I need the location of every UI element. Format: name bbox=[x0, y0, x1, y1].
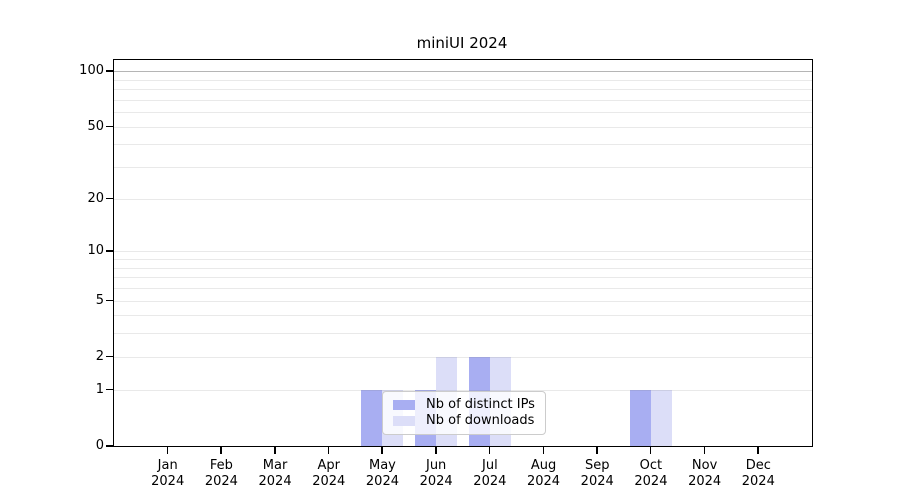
bar-distinct-ips bbox=[629, 389, 651, 446]
x-tick-year: 2024 bbox=[204, 474, 238, 489]
legend-label: Nb of downloads bbox=[426, 413, 535, 428]
y-tick-mark bbox=[106, 197, 113, 200]
x-tick-label: Mar 2024 bbox=[245, 458, 305, 490]
y-tick-mark bbox=[106, 250, 113, 252]
legend-item: Nb of distinct IPs bbox=[393, 397, 537, 413]
x-tick-year: 2024 bbox=[151, 474, 185, 489]
y-tick-label: 0 bbox=[95, 438, 104, 453]
y-tick-mark bbox=[106, 388, 113, 391]
x-tick-label: Jun 2024 bbox=[406, 458, 466, 490]
x-tick-month: Apr bbox=[317, 458, 341, 473]
x-tick-year: 2024 bbox=[473, 474, 507, 489]
x-tick-month: Sep bbox=[584, 458, 610, 473]
y-tick-mark bbox=[106, 445, 113, 447]
x-tick-year: 2024 bbox=[526, 474, 561, 489]
x-tick-label: Jul 2024 bbox=[460, 458, 520, 490]
x-tick-month: Mar bbox=[262, 458, 288, 473]
x-tick-year: 2024 bbox=[258, 474, 292, 489]
x-tick-month: Nov bbox=[691, 458, 718, 473]
y-tick-label: 20 bbox=[87, 190, 104, 206]
bar-distinct-ips bbox=[361, 389, 383, 446]
x-tick-year: 2024 bbox=[688, 474, 722, 489]
x-tick-mark bbox=[488, 447, 491, 454]
y-tick-label: 5 bbox=[95, 292, 104, 308]
legend: Nb of distinct IPs Nb of downloads bbox=[382, 391, 546, 435]
x-tick-mark bbox=[166, 447, 169, 454]
y-tick-label: 10 bbox=[87, 243, 104, 259]
x-tick-mark bbox=[649, 447, 652, 454]
x-tick-year: 2024 bbox=[741, 474, 775, 489]
x-tick-label: Jan 2024 bbox=[138, 458, 198, 490]
legend-swatch bbox=[393, 416, 415, 426]
x-tick-label: Sep 2024 bbox=[567, 458, 627, 490]
x-tick-month: Aug bbox=[530, 458, 557, 473]
x-tick-label: Apr 2024 bbox=[299, 458, 359, 490]
x-tick-month: Jun bbox=[425, 458, 447, 473]
x-tick-mark bbox=[596, 447, 598, 454]
x-tick-year: 2024 bbox=[312, 474, 346, 489]
x-tick-year: 2024 bbox=[634, 474, 668, 489]
x-tick-label: May 2024 bbox=[352, 458, 412, 490]
y-tick-mark bbox=[106, 299, 113, 301]
x-tick-month: May bbox=[369, 458, 396, 473]
x-tick-mark bbox=[220, 447, 222, 454]
y-tick-label: 1 bbox=[95, 381, 104, 397]
legend-label: Nb of distinct IPs bbox=[426, 397, 535, 412]
x-tick-mark bbox=[542, 447, 545, 454]
legend-item: Nb of downloads bbox=[393, 413, 537, 429]
x-tick-label: Oct 2024 bbox=[621, 458, 681, 490]
y-tick-mark bbox=[106, 355, 113, 358]
x-tick-label: Dec 2024 bbox=[728, 458, 788, 490]
x-tick-mark bbox=[381, 447, 383, 454]
y-tick-mark bbox=[106, 125, 113, 128]
y-tick-label: 2 bbox=[95, 348, 104, 364]
x-tick-mark bbox=[274, 447, 276, 454]
bar-downloads bbox=[650, 389, 672, 446]
x-tick-mark bbox=[757, 447, 759, 454]
bars-layer bbox=[114, 60, 812, 446]
x-tick-year: 2024 bbox=[580, 474, 614, 489]
x-tick-month: Jul bbox=[482, 458, 498, 473]
plot-area: Nb of distinct IPs Nb of downloads 100 50 2… bbox=[79, 59, 813, 489]
x-tick-label: Nov 2024 bbox=[675, 458, 735, 490]
x-tick-month: Jan bbox=[157, 458, 178, 473]
x-tick-mark bbox=[435, 447, 437, 454]
x-tick-mark bbox=[703, 447, 706, 454]
y-tick-label: 100 bbox=[79, 63, 104, 79]
x-tick-month: Feb bbox=[209, 458, 233, 473]
x-tick-year: 2024 bbox=[365, 474, 399, 489]
x-tick-label: Feb 2024 bbox=[191, 458, 251, 490]
chart-title: miniUI 2024 bbox=[416, 34, 508, 52]
x-tick-month: Dec bbox=[745, 458, 771, 473]
x-tick-year: 2024 bbox=[419, 474, 453, 489]
y-tick-label: 50 bbox=[87, 118, 104, 134]
x-tick-label: Aug 2024 bbox=[514, 458, 574, 490]
x-tick-month: Oct bbox=[639, 458, 663, 473]
legend-swatch bbox=[393, 400, 415, 410]
y-tick-mark bbox=[106, 70, 113, 72]
x-tick-mark bbox=[327, 447, 330, 454]
